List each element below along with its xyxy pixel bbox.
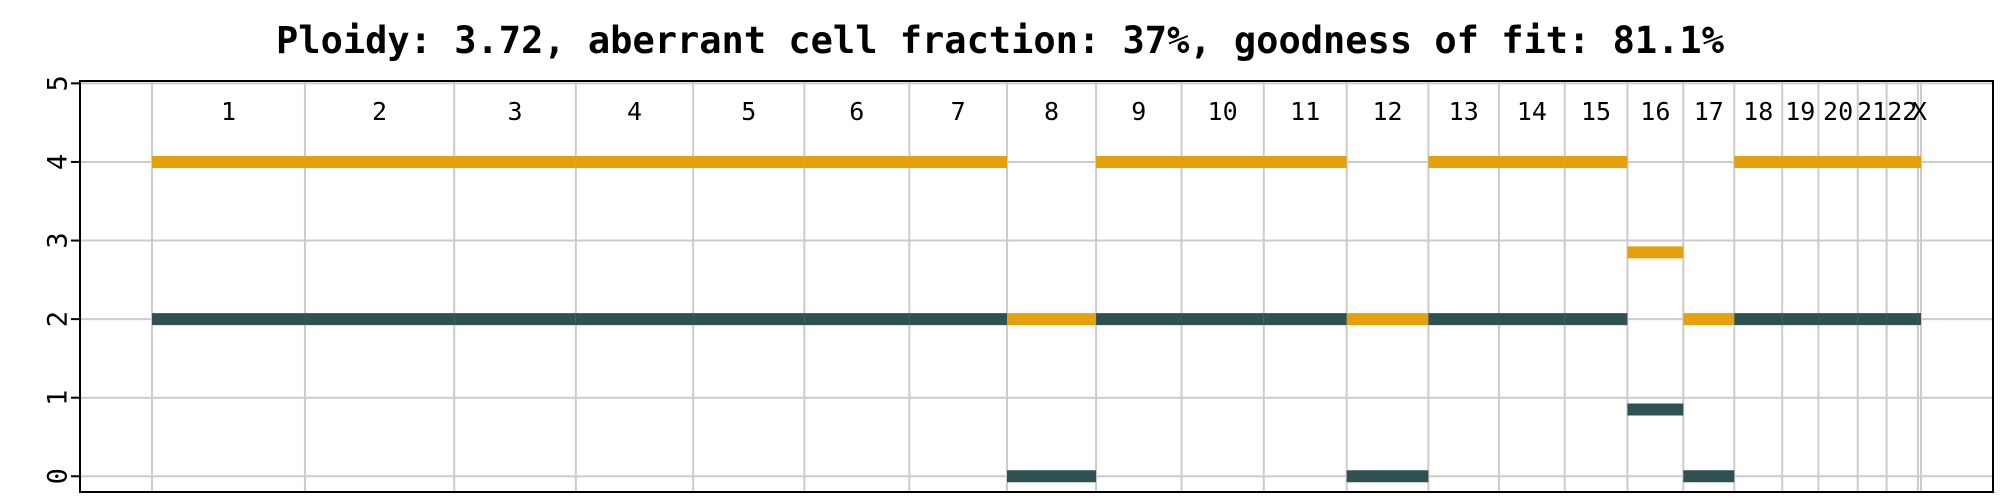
y-tick-label: 5 <box>43 75 74 91</box>
chromosome-label: 12 <box>1372 97 1402 126</box>
chromosome-label: 22 <box>1887 97 1917 126</box>
chromosome-label: 11 <box>1290 97 1320 126</box>
chromosome-label: 5 <box>741 97 756 126</box>
y-axis: 0 1 2 3 4 5 <box>43 75 80 484</box>
chromosome-label: 9 <box>1131 97 1146 126</box>
chromosome-label: 21 <box>1857 97 1887 126</box>
chromosome-label: 13 <box>1449 97 1479 126</box>
chromosome-label: 6 <box>849 97 864 126</box>
grid-layer <box>80 81 1993 492</box>
chromosome-label-layer: 1 2 3 4 5 6 7 8 9 10 11 12 13 14 15 16 17 18 19 20 21 22X <box>221 97 1927 126</box>
chromosome-label: 15 <box>1581 97 1611 126</box>
chromosome-label: 4 <box>627 97 642 126</box>
chromosome-label: 7 <box>951 97 966 126</box>
y-tick-label: 3 <box>43 232 74 248</box>
chromosome-label: 14 <box>1517 97 1547 126</box>
chromosome-label: 8 <box>1044 97 1059 126</box>
chromosome-label: 3 <box>507 97 522 126</box>
chromosome-label: 1 <box>221 97 236 126</box>
chromosome-label: X <box>1912 97 1927 126</box>
y-tick-label: 2 <box>43 311 74 327</box>
chromosome-label: 19 <box>1785 97 1815 126</box>
chart-title: Ploidy: 3.72, aberrant cell fraction: 37… <box>276 19 1725 62</box>
plot-frame <box>79 80 1994 493</box>
chromosome-label: 17 <box>1694 97 1724 126</box>
chromosome-label: 10 <box>1208 97 1238 126</box>
chromosome-label: 20 <box>1823 97 1853 126</box>
y-tick-label: 1 <box>43 390 74 406</box>
chromosome-label: 18 <box>1743 97 1773 126</box>
chromosome-label: 16 <box>1640 97 1670 126</box>
y-tick-label: 0 <box>43 468 74 484</box>
y-tick-label: 4 <box>43 154 74 170</box>
segment-layer <box>152 155 1921 483</box>
chromosome-label: 2 <box>372 97 387 126</box>
